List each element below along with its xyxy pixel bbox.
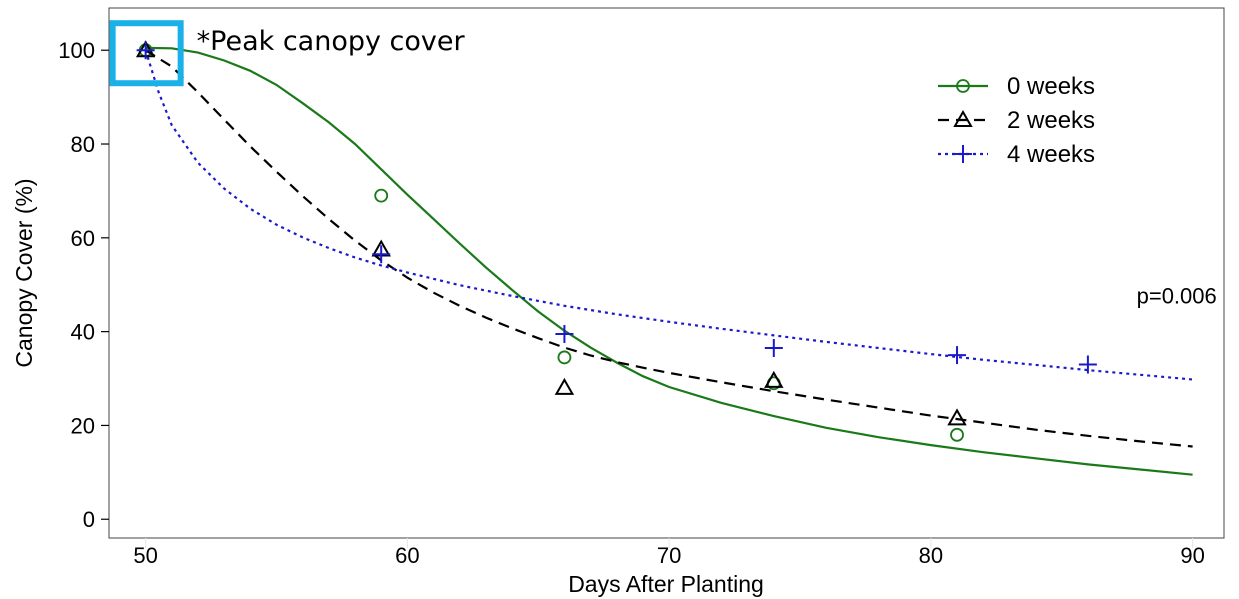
legend-label: 2 weeks (1007, 107, 1095, 134)
data-point (947, 408, 967, 426)
x-tick-label: 50 (133, 543, 157, 568)
plot-frame (108, 7, 1225, 539)
axis-ticks: 50 60 70 80 90 0 20 40 60 80 100 (58, 38, 1205, 568)
data-point (136, 41, 155, 60)
peak-highlight-box (109, 20, 184, 87)
x-tick-label: 70 (657, 543, 681, 568)
annotations: p=0.006 *Peak canopy cover (109, 20, 1217, 308)
data-point (372, 245, 391, 264)
fit-line (145, 49, 1193, 448)
data-point (764, 370, 784, 388)
x-axis-title: Days After Planting (568, 571, 764, 597)
x-tick-label: 90 (1180, 543, 1204, 568)
p-value-label: p=0.006 (1137, 283, 1217, 308)
data-point (555, 324, 574, 343)
data-point (1078, 355, 1097, 374)
legend-label: 4 weeks (1007, 141, 1095, 168)
peak-callout-label: *Peak canopy cover (197, 26, 466, 57)
y-tick-label: 20 (71, 413, 95, 438)
legend-marker (953, 109, 973, 127)
data-point (764, 339, 783, 358)
data-point (374, 188, 389, 203)
series-plus (136, 41, 1193, 381)
legend-marker (956, 79, 970, 93)
data-series (135, 40, 1193, 476)
legend-label: 0 weeks (1007, 73, 1095, 100)
data-point (950, 427, 964, 442)
legend-marker (954, 145, 972, 163)
data-point (557, 350, 572, 365)
y-tick-label: 40 (71, 320, 95, 345)
fit-line (145, 46, 1193, 476)
legend: 0 weeks 2 weeks 4 weeks (938, 73, 1095, 168)
y-tick-label: 100 (58, 38, 95, 63)
data-point (948, 346, 967, 365)
y-tick-label: 60 (71, 226, 95, 251)
y-tick-label: 80 (71, 132, 95, 157)
x-tick-label: 60 (395, 543, 419, 568)
y-axis-title: Canopy Cover (%) (11, 178, 37, 367)
y-tick-label: 0 (83, 507, 95, 532)
x-tick-label: 80 (919, 543, 943, 568)
data-point (554, 377, 575, 395)
